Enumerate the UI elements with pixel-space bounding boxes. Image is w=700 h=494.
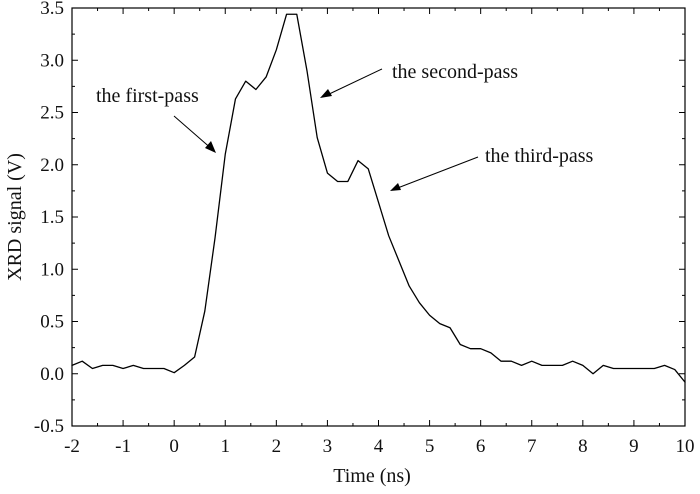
y-tick-label: 1.5 <box>40 207 64 228</box>
x-tick-label: 2 <box>272 436 282 457</box>
y-axis-title: XRD signal (V) <box>4 153 26 281</box>
x-tick-label: 1 <box>221 436 231 457</box>
y-tick-label: 0.5 <box>40 312 64 333</box>
x-axis-title: Time (ns) <box>333 465 411 487</box>
y-tick-label: -0.5 <box>34 416 64 437</box>
annotation-first-pass-label: the first-pass <box>96 85 199 107</box>
x-tick-label: 0 <box>169 436 179 457</box>
x-tick-label: 9 <box>629 436 639 457</box>
annotation-third-pass-arrow <box>394 156 479 190</box>
y-axis-ticks: -0.5 0.0 0.5 1.0 1.5 2.0 2.5 3.0 3.5 <box>34 0 685 437</box>
y-tick-label: 0.0 <box>40 364 64 385</box>
annotation-third-pass-arrowhead <box>390 183 401 191</box>
x-tick-label: 7 <box>527 436 537 457</box>
x-tick-label: 4 <box>374 436 384 457</box>
xrd-signal-line <box>71 13 686 383</box>
annotation-third-pass-label: the third-pass <box>485 145 594 167</box>
annotation-second-pass-label: the second-pass <box>392 61 518 83</box>
y-tick-label: 3.0 <box>40 50 64 71</box>
x-tick-label: 5 <box>425 436 435 457</box>
x-tick-label: 6 <box>476 436 486 457</box>
annotation-second-pass-arrowhead <box>320 89 332 98</box>
annotation-first-pass-arrow <box>173 115 214 151</box>
annotation-second-pass-arrow <box>324 68 383 97</box>
x-tick-label: -1 <box>115 436 131 457</box>
x-tick-label: 10 <box>676 436 695 457</box>
x-axis-ticks: -2 -1 0 1 2 3 4 5 6 7 8 9 10 <box>64 8 695 457</box>
x-tick-label: -2 <box>64 436 80 457</box>
y-tick-label: 3.5 <box>40 0 64 19</box>
x-tick-label: 8 <box>578 436 588 457</box>
y-tick-label: 2.5 <box>40 103 64 124</box>
x-tick-label: 3 <box>323 436 333 457</box>
y-tick-label: 1.0 <box>40 259 64 280</box>
y-tick-label: 2.0 <box>40 155 64 176</box>
annotation-first-pass-arrowhead <box>205 141 216 153</box>
